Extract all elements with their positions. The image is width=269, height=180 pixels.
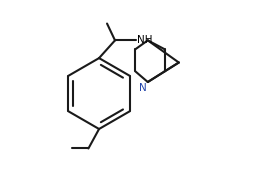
Text: N: N [139, 83, 147, 93]
Text: NH: NH [137, 35, 153, 45]
